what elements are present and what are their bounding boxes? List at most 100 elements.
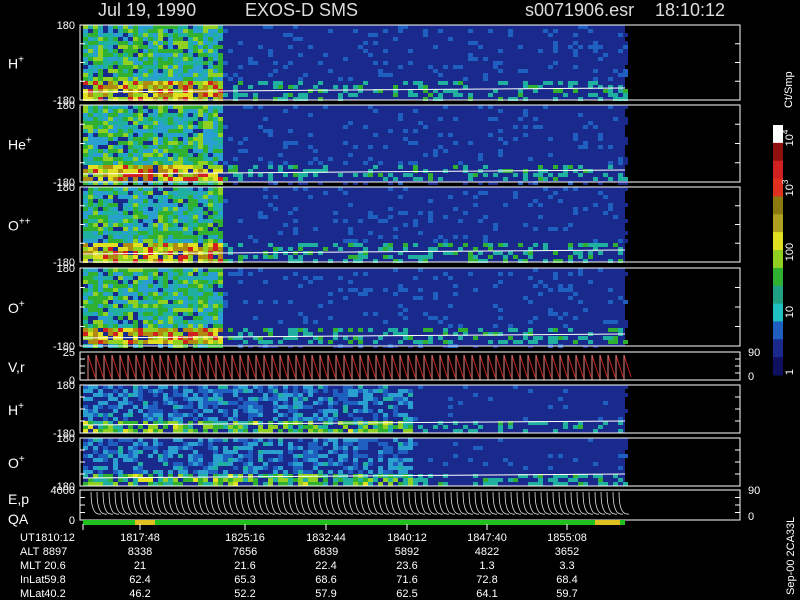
- spectrogram-cell: [333, 227, 338, 231]
- spectrogram-cell: [143, 69, 148, 73]
- spectrogram-cell: [608, 288, 613, 292]
- spectrogram-cell: [88, 312, 93, 316]
- spectrogram-cell: [433, 239, 438, 243]
- spectrogram-cell: [458, 195, 463, 199]
- spectrogram-cell: [93, 276, 98, 280]
- spectrogram-cell: [198, 97, 203, 101]
- spectrogram-cell: [333, 117, 338, 121]
- spectrogram-cell: [318, 389, 323, 393]
- spectrogram-cell: [93, 25, 98, 29]
- spectrogram-cell: [243, 93, 248, 97]
- spectrogram-cell: [123, 177, 128, 181]
- spectrogram-cell: [103, 401, 108, 405]
- spectrogram-cell: [178, 81, 183, 85]
- spectrogram-cell: [173, 141, 178, 145]
- spectrogram-cell: [218, 203, 223, 207]
- spectrogram-cell: [223, 425, 228, 429]
- spectrogram-cell: [113, 413, 118, 417]
- spectrogram-cell: [313, 157, 318, 161]
- spectrogram-cell: [218, 187, 223, 191]
- spectrogram-cell: [98, 141, 103, 145]
- spectrogram-cell: [188, 97, 193, 101]
- spectrogram-cell: [108, 409, 113, 413]
- spectrogram-cell: [538, 272, 543, 276]
- spectrogram-cell: [358, 235, 363, 239]
- spectrogram-cell: [313, 320, 318, 324]
- spectrogram-cell: [213, 235, 218, 239]
- spectrogram-cell: [518, 181, 523, 185]
- spectrogram-cell: [83, 255, 88, 259]
- spectrogram-cell: [153, 77, 158, 81]
- spectrogram-cell: [448, 49, 453, 53]
- spectrogram-cell: [158, 243, 163, 247]
- spectrogram-cell: [468, 97, 473, 101]
- spectrogram-cell: [118, 69, 123, 73]
- spectrogram-cell: [463, 199, 468, 203]
- spectrogram-cell: [403, 113, 408, 117]
- spectrogram-cell: [518, 312, 523, 316]
- spectrogram-cell: [313, 133, 318, 137]
- spectrogram-cell: [348, 429, 353, 433]
- spectrogram-cell: [618, 231, 623, 235]
- spectrogram-cell: [173, 207, 178, 211]
- spectrogram-cell: [93, 117, 98, 121]
- spectrogram-cell: [618, 37, 623, 41]
- spectrogram-cell: [223, 177, 228, 181]
- spectrogram-cell: [298, 61, 303, 65]
- spectrogram-cell: [518, 292, 523, 296]
- spectrogram-cell: [468, 93, 473, 97]
- spectrogram-cell: [328, 219, 333, 223]
- spectrogram-cell: [363, 33, 368, 37]
- spectrogram-cell: [163, 231, 168, 235]
- spectrogram-cell: [93, 409, 98, 413]
- spectrogram-cell: [153, 25, 158, 29]
- spectrogram-cell: [288, 109, 293, 113]
- spectrogram-cell: [598, 181, 603, 185]
- spectrogram-cell: [283, 109, 288, 113]
- spectrogram-cell: [528, 37, 533, 41]
- spectrogram-cell: [183, 300, 188, 304]
- spectrogram-cell: [408, 117, 413, 121]
- spectrogram-cell: [363, 292, 368, 296]
- spectrogram-cell: [153, 49, 158, 53]
- spectrogram-cell: [273, 207, 278, 211]
- spectrogram-cell: [513, 137, 518, 141]
- spectrogram-cell: [188, 153, 193, 157]
- spectrogram-cell: [413, 255, 418, 259]
- spectrogram-cell: [428, 199, 433, 203]
- spectrogram-cell: [378, 393, 383, 397]
- spectrogram-cell: [588, 284, 593, 288]
- spectrogram-cell: [563, 312, 568, 316]
- spectrogram-cell: [103, 161, 108, 165]
- spectrogram-cell: [218, 397, 223, 401]
- spectrogram-cell: [88, 292, 93, 296]
- spectrogram-cell: [618, 157, 623, 161]
- spectrogram-cell: [473, 255, 478, 259]
- spectrogram-cell: [208, 332, 213, 336]
- spectrogram-cell: [283, 284, 288, 288]
- spectrogram-cell: [103, 45, 108, 49]
- spectrogram-cell: [343, 389, 348, 393]
- spectrogram-cell: [253, 409, 258, 413]
- spectrogram-cell: [193, 239, 198, 243]
- spectrogram-cell: [343, 117, 348, 121]
- spectrogram-cell: [553, 191, 558, 195]
- spectrogram-cell: [163, 85, 168, 89]
- spectrogram-cell: [213, 57, 218, 61]
- spectrogram-cell: [588, 109, 593, 113]
- spectrogram-cell: [313, 187, 318, 191]
- spectrogram-cell: [103, 137, 108, 141]
- spectrogram-cell: [443, 33, 448, 37]
- spectrogram-cell: [323, 65, 328, 69]
- spectrogram-cell: [593, 239, 598, 243]
- spectrogram-cell: [378, 389, 383, 393]
- spectrogram-cell: [173, 129, 178, 133]
- spectrogram-cell: [308, 243, 313, 247]
- spectrogram-cell: [293, 389, 298, 393]
- spectrogram-cell: [548, 117, 553, 121]
- spectrogram-cell: [403, 129, 408, 133]
- spectrogram-cell: [393, 37, 398, 41]
- spectrogram-cell: [148, 61, 153, 65]
- spectrogram-cell: [373, 401, 378, 405]
- spectrogram-cell: [548, 153, 553, 157]
